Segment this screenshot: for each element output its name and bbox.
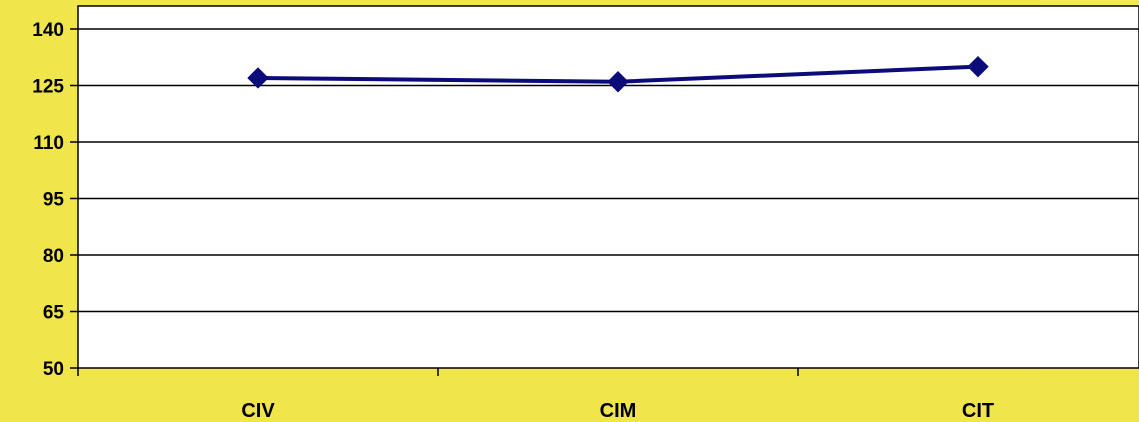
x-axis: CIV CIM CIT — [77, 368, 994, 422]
series-group — [247, 55, 989, 93]
y-axis: 50 65 80 95 110 125 140 — [32, 20, 78, 380]
y-tick-label: 80 — [43, 246, 64, 267]
x-tick-label: CIV — [241, 400, 275, 422]
y-tick-label: 110 — [33, 133, 64, 154]
y-tick-label: 140 — [32, 20, 64, 41]
data-point-diamond-icon — [967, 55, 989, 78]
y-tick-label: 125 — [32, 77, 64, 98]
y-tick-label: 95 — [43, 190, 65, 211]
y-tick-label: 65 — [43, 303, 65, 324]
data-point-diamond-icon — [607, 71, 629, 93]
x-tick-label: CIM — [600, 400, 637, 422]
y-tick-label: 50 — [43, 359, 64, 380]
data-point-diamond-icon — [247, 67, 269, 89]
x-tick-label: CIT — [962, 400, 994, 422]
